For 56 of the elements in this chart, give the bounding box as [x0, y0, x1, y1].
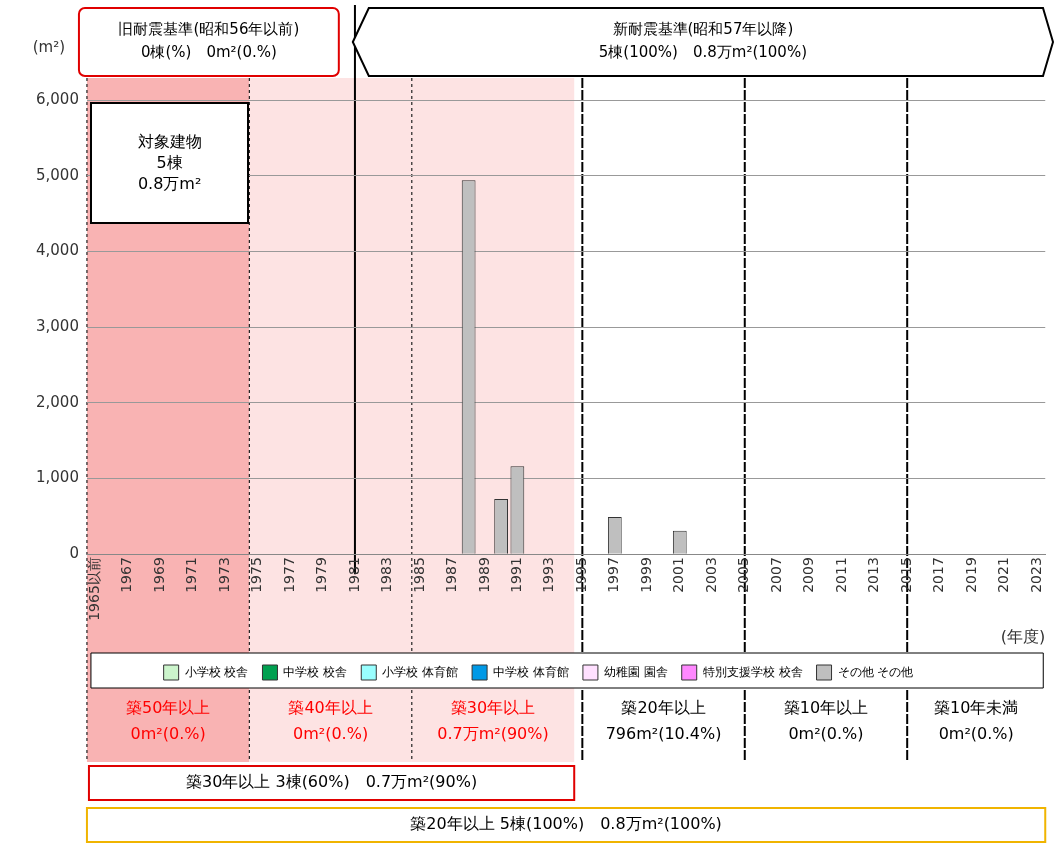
x-tick-label: 1983 [378, 557, 395, 593]
text: 旧耐震基準(昭和56年以前) 0棟(%) 0m²(0.%) [118, 20, 300, 62]
x-tick-label: 2005 [735, 557, 752, 593]
legend-label: 小学校 校舎 [184, 664, 249, 679]
y-tick-label: 5,000 [35, 165, 79, 184]
x-tick-label: 2023 [1027, 557, 1044, 593]
band-label: 築50年以上 0m²(0.%) [125, 698, 211, 744]
x-tick-label: 1969 [150, 557, 167, 593]
x-tick-label: 2017 [930, 557, 947, 593]
text: 築20年以上 5棟(100%) 0.8万m²(100%) [410, 814, 722, 834]
legend-label: 特別支援学校 校舎 [702, 664, 803, 679]
x-tick-label: 2021 [995, 557, 1012, 593]
x-tick-label: 2013 [865, 557, 882, 593]
x-tick-label: 1965以前 [85, 557, 102, 621]
x-tick-label: 1991 [508, 557, 525, 593]
band-label: 築30年以上 0.7万m²(90%) [437, 698, 549, 744]
y-tick-label: 2,000 [35, 392, 79, 411]
text-box: 対象建物 5棟 0.8万m² [89, 102, 250, 224]
ref-line-label: 築20年以上 796m²(10.4%) [605, 698, 722, 744]
legend-label: その他 その他 [837, 664, 914, 679]
legend-label: 中学校 体育館 [493, 664, 569, 679]
legend-label: 幼稚園 園舎 [603, 664, 668, 679]
x-tick-label: 1987 [443, 557, 460, 593]
x-tick-label: 1971 [183, 557, 200, 593]
y-tick-label: 1,000 [35, 468, 79, 487]
x-tick-label: 2019 [962, 557, 979, 593]
y-tick-label: 0 [69, 544, 79, 563]
text: 築30年以上 3棟(60%) 0.7万m²(90%) [185, 772, 478, 792]
x-tick-label: 1985 [410, 557, 427, 593]
x-tick-label: 2001 [670, 557, 687, 593]
x-tick-label: 1999 [637, 557, 654, 593]
x-tick-label: 2011 [832, 557, 849, 593]
x-tick-label: 2003 [702, 557, 719, 593]
x-axis-title: (年度) [1000, 626, 1046, 646]
x-tick-label: 1993 [540, 557, 557, 593]
text: 新耐震基準(昭和57年以降) 5棟(100%) 0.8万m²(100%) [598, 20, 808, 62]
x-tick-label: 1981 [345, 557, 362, 593]
x-tick-label: 2009 [800, 557, 817, 593]
legend-label: 小学校 体育館 [382, 664, 459, 679]
legend-label: 中学校 校舎 [283, 664, 348, 679]
x-tick-label: 1973 [215, 557, 232, 593]
y-tick-label: 3,000 [35, 316, 79, 335]
x-tick-label: 1989 [475, 557, 492, 593]
y-axis-title: (m²) [32, 37, 66, 56]
x-tick-label: 1995 [572, 557, 589, 593]
ref-line-label: 築10年未満 0m²(0.%) [934, 698, 1019, 744]
y-tick-label: 6,000 [35, 89, 79, 108]
band-label: 築40年以上 0m²(0.%) [288, 698, 373, 744]
x-tick-label: 2007 [767, 557, 784, 593]
ref-line-label: 築10年以上 0m²(0.%) [783, 698, 869, 744]
x-tick-label: 1997 [605, 557, 622, 593]
y-tick-label: 4,000 [35, 241, 79, 260]
x-tick-label: 1975 [248, 557, 265, 593]
x-tick-label: 1979 [313, 557, 330, 593]
x-tick-label: 1967 [118, 557, 135, 593]
x-tick-label: 1977 [280, 557, 297, 593]
